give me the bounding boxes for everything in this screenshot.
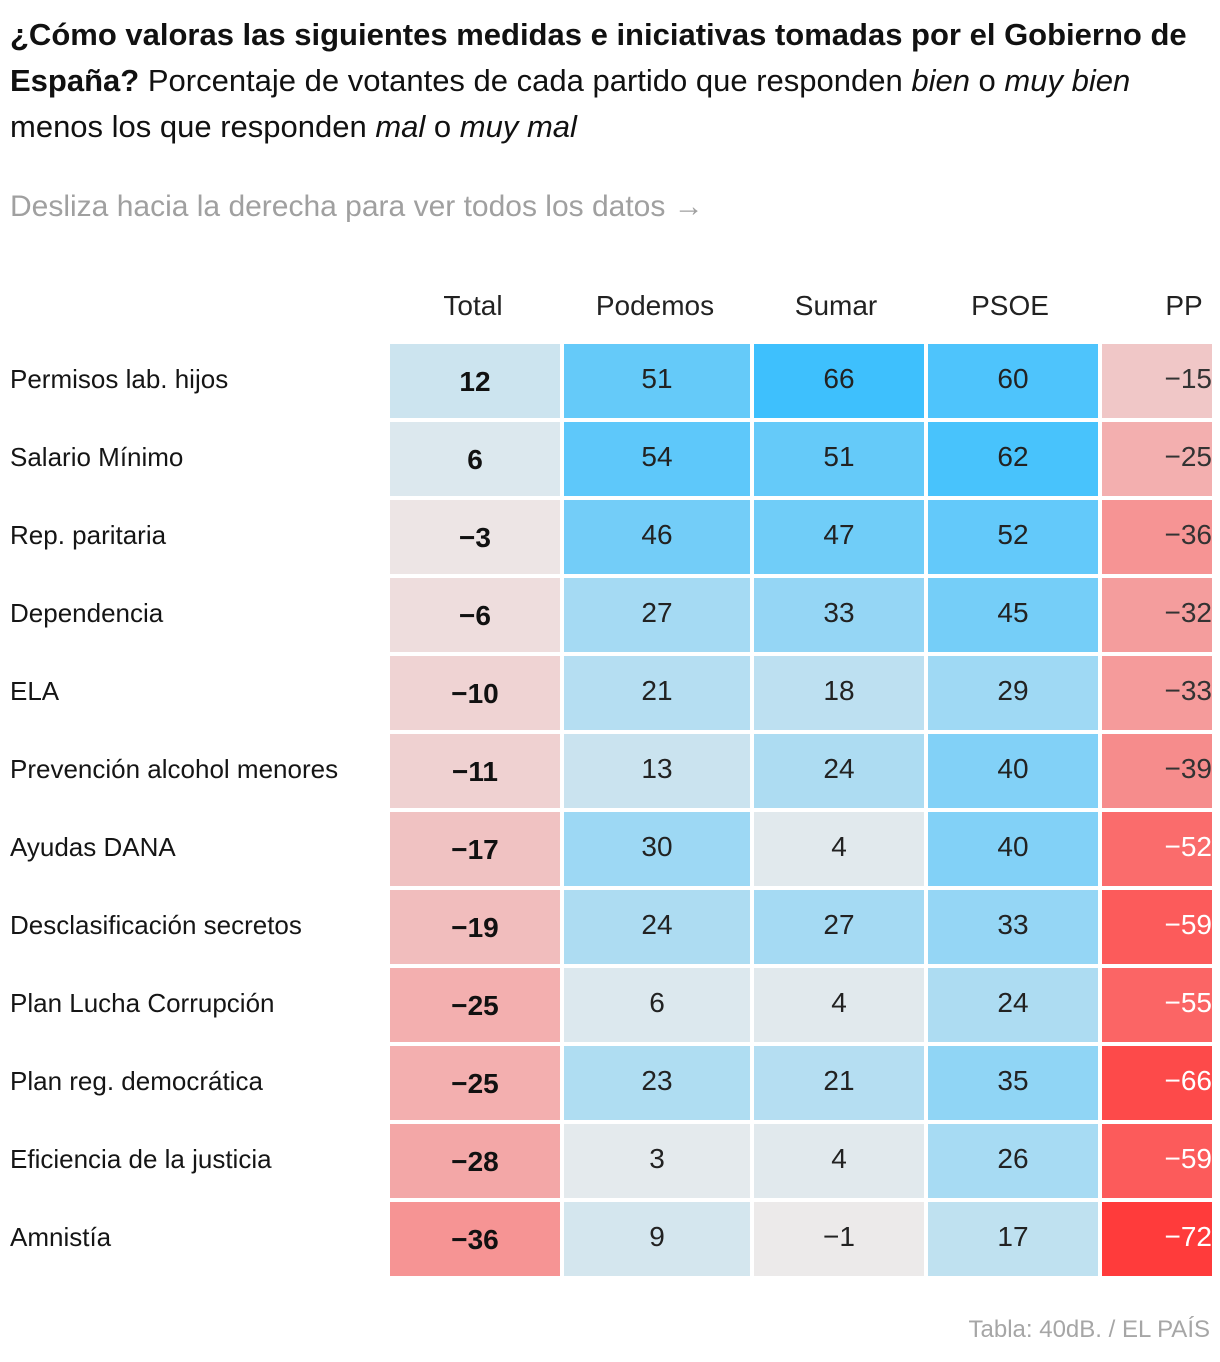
cell-dependencia-psoe: 45 bbox=[928, 578, 1098, 652]
title-question: ¿Cómo valoras las siguientes medidas e i… bbox=[10, 17, 1187, 98]
cell-rep-paritaria-sumar: 47 bbox=[754, 500, 924, 574]
cell-amnistia-psoe: 17 bbox=[928, 1202, 1098, 1276]
chart-title: ¿Cómo valoras las siguientes medidas e i… bbox=[10, 12, 1215, 150]
source-credit: Tabla: 40dB. / EL PAÍS bbox=[968, 1316, 1210, 1343]
cell-desclasificacion-secretos-total: −19 bbox=[390, 890, 560, 964]
cell-prevencion-alcohol-menores-total: −11 bbox=[390, 734, 560, 808]
column-header-psoe: PSOE bbox=[971, 290, 1049, 321]
cell-ayudas-dana-psoe: 40 bbox=[928, 812, 1098, 886]
cell-amnistia-podemos: 9 bbox=[564, 1202, 750, 1276]
cell-eficiencia-de-la-justicia-psoe: 26 bbox=[928, 1124, 1098, 1198]
cell-ela-total: −10 bbox=[390, 656, 560, 730]
cell-ela-sumar: 18 bbox=[754, 656, 924, 730]
cell-amnistia-pp: −72 bbox=[1102, 1202, 1212, 1276]
cell-dependencia-total: −6 bbox=[390, 578, 560, 652]
cell-eficiencia-de-la-justicia-pp: −59 bbox=[1102, 1124, 1212, 1198]
row-label-rep-paritaria: Rep. paritaria bbox=[10, 520, 167, 550]
cell-salario-minimo-pp: −25 bbox=[1102, 422, 1212, 496]
row-label-eficiencia-de-la-justicia: Eficiencia de la justicia bbox=[10, 1144, 272, 1174]
cell-rep-paritaria-podemos: 46 bbox=[564, 500, 750, 574]
row-label-plan-reg-democratica: Plan reg. democrática bbox=[10, 1066, 263, 1096]
cell-permisos-lab-hijos-podemos: 51 bbox=[564, 344, 750, 418]
cell-amnistia-sumar: −1 bbox=[754, 1202, 924, 1276]
title-italic-bien: bien bbox=[911, 63, 970, 98]
cell-amnistia-total: −36 bbox=[390, 1202, 560, 1276]
cell-plan-lucha-corrupcion-podemos: 6 bbox=[564, 968, 750, 1042]
cell-salario-minimo-podemos: 54 bbox=[564, 422, 750, 496]
cell-ayudas-dana-sumar: 4 bbox=[754, 812, 924, 886]
scroll-hint: Desliza hacia la derecha para ver todos … bbox=[10, 190, 704, 223]
cell-ela-podemos: 21 bbox=[564, 656, 750, 730]
cell-permisos-lab-hijos-total: 12 bbox=[390, 344, 560, 418]
title-italic-mal: mal bbox=[375, 109, 426, 144]
row-label-desclasificacion-secretos: Desclasificación secretos bbox=[10, 910, 302, 940]
cell-ela-psoe: 29 bbox=[928, 656, 1098, 730]
cell-plan-reg-democratica-total: −25 bbox=[390, 1046, 560, 1120]
cell-desclasificacion-secretos-pp: −59 bbox=[1102, 890, 1212, 964]
cell-dependencia-sumar: 33 bbox=[754, 578, 924, 652]
cell-plan-lucha-corrupcion-pp: −55 bbox=[1102, 968, 1212, 1042]
title-italic-muy-bien: muy bien bbox=[1004, 63, 1131, 98]
cell-plan-lucha-corrupcion-psoe: 24 bbox=[928, 968, 1098, 1042]
cell-plan-lucha-corrupcion-total: −25 bbox=[390, 968, 560, 1042]
row-label-salario-minimo: Salario Mínimo bbox=[10, 442, 184, 472]
row-label-permisos-lab-hijos: Permisos lab. hijos bbox=[10, 364, 229, 394]
cell-permisos-lab-hijos-sumar: 66 bbox=[754, 344, 924, 418]
row-label-ela: ELA bbox=[10, 676, 60, 706]
cell-salario-minimo-psoe: 62 bbox=[928, 422, 1098, 496]
row-label-plan-lucha-corrupcion: Plan Lucha Corrupción bbox=[10, 988, 275, 1018]
cell-plan-reg-democratica-sumar: 21 bbox=[754, 1046, 924, 1120]
cell-plan-reg-democratica-podemos: 23 bbox=[564, 1046, 750, 1120]
cell-permisos-lab-hijos-psoe: 60 bbox=[928, 344, 1098, 418]
cell-prevencion-alcohol-menores-pp: −39 bbox=[1102, 734, 1212, 808]
row-label-amnistia: Amnistía bbox=[10, 1222, 112, 1252]
row-label-ayudas-dana: Ayudas DANA bbox=[10, 832, 176, 862]
cell-ayudas-dana-pp: −52 bbox=[1102, 812, 1212, 886]
title-part4: o bbox=[425, 109, 460, 144]
cell-ayudas-dana-podemos: 30 bbox=[564, 812, 750, 886]
cell-eficiencia-de-la-justicia-podemos: 3 bbox=[564, 1124, 750, 1198]
cell-desclasificacion-secretos-sumar: 27 bbox=[754, 890, 924, 964]
title-part3: menos los que responden bbox=[10, 109, 376, 144]
cell-rep-paritaria-psoe: 52 bbox=[928, 500, 1098, 574]
cell-salario-minimo-total: 6 bbox=[390, 422, 560, 496]
cell-prevencion-alcohol-menores-sumar: 24 bbox=[754, 734, 924, 808]
cell-prevencion-alcohol-menores-psoe: 40 bbox=[928, 734, 1098, 808]
column-header-pp: PP bbox=[1165, 290, 1203, 321]
cell-ela-pp: −33 bbox=[1102, 656, 1212, 730]
cell-rep-paritaria-pp: −36 bbox=[1102, 500, 1212, 574]
cell-rep-paritaria-total: −3 bbox=[390, 500, 560, 574]
title-italic-muy-mal: muy mal bbox=[459, 109, 577, 144]
cell-dependencia-podemos: 27 bbox=[564, 578, 750, 652]
column-header-total: Total bbox=[443, 290, 503, 321]
cell-plan-reg-democratica-psoe: 35 bbox=[928, 1046, 1098, 1120]
cell-prevencion-alcohol-menores-podemos: 13 bbox=[564, 734, 750, 808]
cell-desclasificacion-secretos-podemos: 24 bbox=[564, 890, 750, 964]
column-header-podemos: Podemos bbox=[595, 290, 715, 321]
cell-plan-lucha-corrupcion-sumar: 4 bbox=[754, 968, 924, 1042]
cell-eficiencia-de-la-justicia-sumar: 4 bbox=[754, 1124, 924, 1198]
cell-permisos-lab-hijos-pp: −15 bbox=[1102, 344, 1212, 418]
cell-dependencia-pp: −32 bbox=[1102, 578, 1212, 652]
cell-plan-reg-democratica-pp: −66 bbox=[1102, 1046, 1212, 1120]
cell-eficiencia-de-la-justicia-total: −28 bbox=[390, 1124, 560, 1198]
row-label-prevencion-alcohol-menores: Prevención alcohol menores bbox=[10, 754, 339, 784]
cell-desclasificacion-secretos-psoe: 33 bbox=[928, 890, 1098, 964]
title-part1: Porcentaje de votantes de cada partido q… bbox=[139, 63, 912, 98]
row-label-dependencia: Dependencia bbox=[10, 598, 164, 628]
cell-salario-minimo-sumar: 51 bbox=[754, 422, 924, 496]
title-part2: o bbox=[969, 63, 1005, 98]
cell-ayudas-dana-total: −17 bbox=[390, 812, 560, 886]
column-header-sumar: Sumar bbox=[794, 290, 878, 321]
